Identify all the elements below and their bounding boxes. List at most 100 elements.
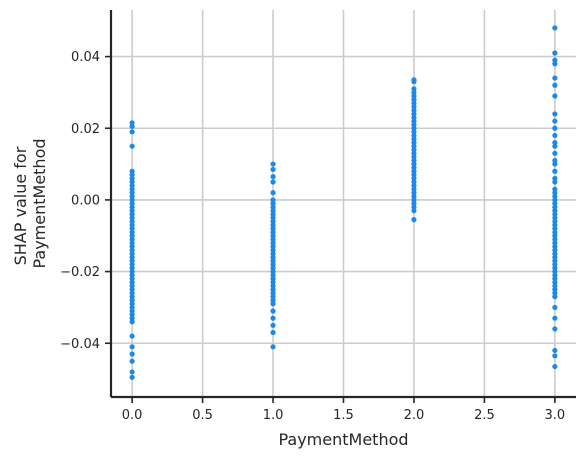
data-point-2-15	[411, 132, 417, 139]
data-point-1-25	[270, 268, 276, 275]
data-point-1-23	[270, 261, 276, 268]
data-point-0-34	[129, 276, 135, 282]
x-tick-label-4: 2.0	[404, 408, 425, 423]
data-point-2-1	[411, 79, 417, 85]
data-point-2-17	[411, 139, 417, 146]
data-point-3-28	[552, 218, 558, 225]
data-point-2-35	[411, 204, 417, 210]
data-point-2-32	[411, 193, 417, 199]
data-point-2-25	[411, 168, 417, 174]
data-point-1-0	[270, 161, 276, 167]
data-point-0-26	[129, 247, 135, 253]
data-point-1-35	[270, 308, 276, 314]
data-point-0-14	[129, 204, 135, 210]
data-point-3-42	[552, 268, 558, 275]
data-point-0-44	[129, 311, 135, 318]
data-point-1-19	[270, 247, 276, 253]
data-point-0-33	[129, 272, 135, 278]
y-tick-label-1: −0.02	[60, 265, 100, 280]
y-tick-label-2: 0.00	[71, 193, 100, 208]
data-point-1-30	[270, 286, 276, 293]
x-tick-label-3: 1.5	[333, 408, 354, 423]
data-point-2-9	[411, 111, 417, 117]
data-point-0-27	[129, 251, 135, 257]
x-tick-label-6: 3.0	[545, 408, 566, 423]
data-point-2-18	[411, 143, 417, 149]
data-point-3-43	[552, 272, 558, 278]
data-point-3-12	[552, 143, 558, 149]
data-point-3-45	[552, 279, 558, 285]
data-point-0-8	[129, 182, 135, 189]
data-point-0-42	[129, 304, 135, 311]
data-point-3-50	[552, 304, 558, 311]
x-tick-label-5: 2.5	[474, 408, 495, 423]
data-point-1-39	[270, 344, 276, 350]
data-point-2-24	[411, 165, 417, 171]
data-point-2-23	[411, 161, 417, 167]
data-point-0-1	[129, 123, 135, 130]
data-point-0-7	[129, 179, 135, 185]
data-point-0-31	[129, 265, 135, 271]
data-point-0-35	[129, 279, 135, 285]
data-point-3-49	[552, 294, 558, 300]
data-point-3-46	[552, 283, 558, 289]
data-point-0-32	[129, 268, 135, 275]
data-point-3-54	[552, 353, 558, 359]
data-point-3-8	[552, 118, 558, 124]
data-point-3-34	[552, 240, 558, 246]
data-point-1-3	[270, 179, 276, 185]
data-point-0-3	[129, 143, 135, 149]
data-point-3-25	[552, 208, 558, 214]
data-point-3-41	[552, 265, 558, 271]
data-point-3-0	[552, 25, 558, 31]
data-point-0-20	[129, 225, 135, 232]
y-axis-label-line-1: SHAP value for	[11, 146, 30, 265]
data-point-3-39	[552, 258, 558, 264]
data-point-3-1	[552, 50, 558, 56]
data-point-0-2	[129, 129, 135, 135]
data-point-2-34	[411, 200, 417, 207]
data-point-2-31	[411, 190, 417, 196]
data-point-2-37	[411, 217, 417, 223]
data-point-2-6	[411, 100, 417, 106]
data-point-3-48	[552, 290, 558, 296]
data-point-0-0	[129, 120, 135, 126]
data-point-0-50	[129, 358, 135, 364]
data-point-0-10	[129, 190, 135, 196]
y-tick-label-4: 0.04	[71, 50, 100, 65]
data-point-1-27	[270, 276, 276, 282]
data-point-2-29	[411, 182, 417, 189]
data-point-2-4	[411, 93, 417, 99]
data-point-3-33	[552, 236, 558, 242]
data-point-0-21	[129, 229, 135, 235]
data-point-0-48	[129, 344, 135, 350]
x-tick-label-1: 0.5	[192, 408, 213, 423]
data-point-2-28	[411, 179, 417, 185]
data-point-1-22	[270, 258, 276, 264]
data-point-0-9	[129, 186, 135, 192]
data-point-0-11	[129, 193, 135, 199]
data-point-3-53	[552, 347, 558, 354]
data-point-1-2	[270, 174, 276, 180]
data-point-1-33	[270, 297, 276, 303]
data-point-0-16	[129, 211, 135, 217]
data-point-3-7	[552, 111, 558, 117]
data-point-1-8	[270, 208, 276, 214]
data-point-1-14	[270, 229, 276, 235]
data-point-3-14	[552, 157, 558, 164]
data-point-1-37	[270, 322, 276, 328]
data-point-2-27	[411, 175, 417, 182]
data-point-0-6	[129, 175, 135, 182]
data-point-1-24	[270, 265, 276, 271]
data-point-0-43	[129, 308, 135, 314]
y-axis-ticks: −0.04 −0.02 0.00 0.02 0.04	[60, 50, 111, 352]
data-point-3-35	[552, 243, 558, 250]
data-point-1-34	[270, 301, 276, 307]
data-point-1-36	[270, 315, 276, 321]
data-point-3-26	[552, 211, 558, 217]
data-point-1-17	[270, 240, 276, 246]
data-point-0-5	[129, 172, 135, 178]
data-point-3-22	[552, 197, 558, 203]
data-point-3-13	[552, 150, 558, 156]
data-point-3-44	[552, 276, 558, 282]
